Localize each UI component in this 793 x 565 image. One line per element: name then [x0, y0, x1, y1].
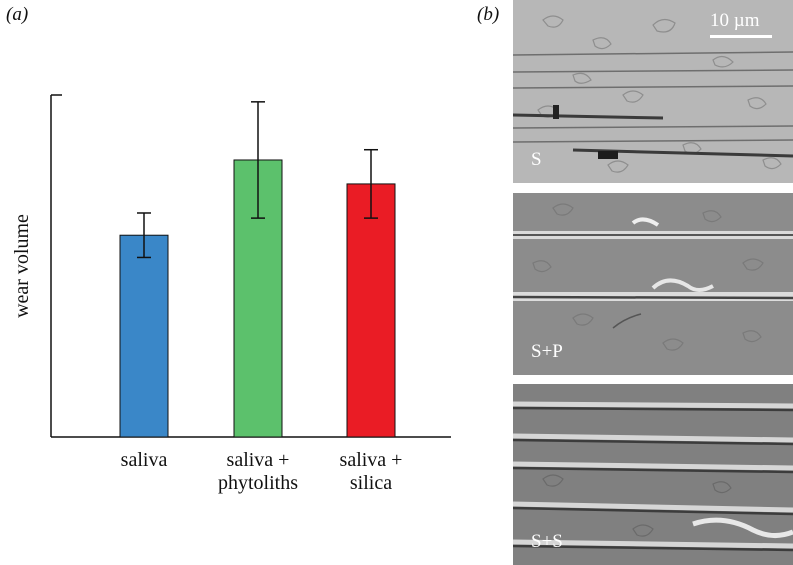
x-tick-label-2: saliva + silica — [340, 449, 403, 494]
micrograph-ss-image — [513, 384, 793, 565]
panel-a-label: (a) — [6, 4, 29, 25]
micrograph-sp-image — [513, 193, 793, 375]
tick-labels-group: saliva saliva + phytoliths saliva + silica — [121, 449, 403, 494]
micrograph-s: 10 µm S — [513, 0, 793, 183]
micrograph-sp: S+P — [513, 193, 793, 375]
bar-2 — [346, 183, 396, 438]
scale-bar — [710, 35, 772, 38]
micrograph-s-image — [513, 0, 793, 183]
y-axis-label: wear volume — [11, 214, 33, 318]
micrograph-ss: S+S — [513, 384, 793, 565]
micrograph-sp-label: S+P — [531, 341, 563, 362]
bars-group — [119, 159, 396, 438]
micrograph-s-label: S — [531, 149, 542, 170]
bar-0 — [119, 234, 169, 438]
error-bars-group — [137, 101, 378, 259]
micrograph-ss-label: S+S — [531, 531, 563, 552]
x-tick-label-1: saliva + phytoliths — [218, 449, 298, 494]
panel-b-label: (b) — [477, 4, 500, 25]
scale-bar-label: 10 µm — [710, 10, 760, 31]
bar-chart: wear volume saliva saliva + phytolithssali… — [11, 94, 451, 494]
error-bar-0 — [137, 212, 151, 259]
error-bar-1 — [251, 101, 265, 219]
error-bar-2 — [364, 148, 378, 219]
x-tick-label-0: saliva — [121, 449, 168, 471]
